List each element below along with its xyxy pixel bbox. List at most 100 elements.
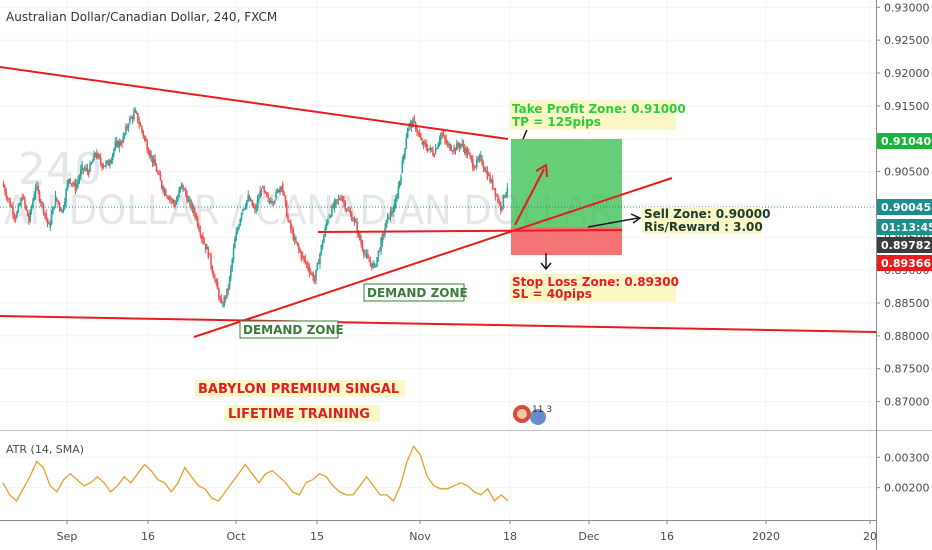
candle-body: [406, 128, 409, 139]
candle-body: [226, 288, 228, 298]
candle-body: [363, 249, 365, 255]
candle-body: [441, 133, 444, 136]
candle-body: [74, 182, 77, 191]
candle-body: [208, 253, 211, 256]
candle-body: [288, 220, 291, 222]
event-badge[interactable]: 11 3: [513, 405, 552, 425]
demand-zone-box-1[interactable]: [239, 320, 339, 339]
demand-zone-box-2[interactable]: [363, 283, 465, 302]
candle-body: [133, 112, 135, 120]
candle-body: [26, 209, 29, 217]
grid: [0, 0, 876, 520]
candle-body: [505, 193, 507, 198]
atr-series: [2, 445, 509, 503]
candle-body: [478, 156, 481, 160]
candle-body: [369, 261, 372, 264]
candle-body: [368, 260, 370, 262]
candle-body: [328, 216, 331, 218]
candle-body: [83, 169, 86, 171]
candle-body: [430, 147, 433, 151]
price-tag: [877, 255, 932, 271]
candle-body: [366, 253, 369, 258]
candle-body: [113, 149, 115, 154]
candle-body: [456, 143, 458, 151]
time-tick-label: 18: [503, 530, 517, 543]
promo-box-1: [195, 380, 405, 397]
candle-body: [155, 166, 158, 172]
candle-body: [285, 202, 288, 217]
candle-body: [474, 166, 477, 168]
candle-body: [319, 253, 321, 265]
candle-body: [21, 198, 24, 200]
candle-body: [91, 160, 94, 163]
time-tick-label: 15: [310, 530, 324, 543]
candle-body: [214, 277, 216, 280]
candle-body: [119, 141, 122, 145]
time-tick-label: 16: [660, 530, 674, 543]
candle-body: [178, 190, 180, 197]
demand-zone-label-1: DEMAND ZONE: [243, 323, 344, 337]
candle-body: [109, 162, 111, 164]
candle-body: [243, 208, 246, 210]
candle-body: [490, 179, 493, 183]
candle-body: [301, 255, 304, 257]
price-tag: [877, 199, 932, 215]
candle-body: [397, 186, 400, 197]
candle-body: [313, 279, 316, 281]
candle-body: [252, 205, 255, 208]
candle-body: [422, 141, 425, 145]
candle-body: [493, 188, 495, 190]
atr-axis[interactable]: 0.00300 0.00200: [876, 451, 930, 495]
time-axis[interactable]: Sep 16 Oct 15 Nov 18 Dec 16 2020 20: [57, 520, 877, 543]
candle-body: [60, 207, 62, 212]
candle-body: [38, 191, 41, 201]
stop-loss-zone[interactable]: [511, 227, 622, 255]
candle-body: [440, 133, 442, 140]
candle-body: [125, 126, 127, 134]
sell-level-line[interactable]: [317, 229, 623, 233]
candle-body: [432, 150, 434, 155]
candle-body: [289, 221, 292, 229]
candle-body: [42, 204, 45, 213]
candle-body: [482, 164, 485, 169]
candle-body: [143, 136, 146, 139]
candle-body: [37, 186, 40, 192]
candle-body: [348, 211, 350, 212]
candle-body: [501, 206, 503, 208]
candle-body: [457, 143, 459, 146]
candle-body: [118, 141, 121, 148]
candle-body: [216, 281, 219, 290]
candle-body: [171, 199, 174, 201]
candle-body: [85, 168, 87, 170]
candle-body: [323, 235, 325, 243]
candle-body: [111, 153, 114, 161]
candle-body: [405, 138, 408, 149]
candle-body: [417, 132, 420, 134]
price-tick-label: 0.87500: [884, 363, 930, 376]
candle-body: [49, 224, 51, 228]
upper-trendline[interactable]: [0, 66, 509, 140]
candle-body: [48, 223, 50, 225]
time-tick-label: Sep: [57, 530, 78, 543]
candle-body: [198, 226, 200, 231]
candle-body: [433, 154, 436, 157]
candle-body: [269, 200, 272, 204]
candle-body: [293, 237, 296, 240]
candle-body: [14, 217, 17, 221]
candle-body: [445, 139, 448, 144]
candle-body: [300, 252, 303, 259]
sell-label-box: [642, 207, 762, 234]
candle-body: [78, 176, 81, 181]
candle-body: [370, 263, 373, 268]
candle-body: [499, 202, 502, 211]
candle-body: [10, 206, 13, 208]
candle-body: [418, 133, 421, 137]
candle-body: [5, 192, 8, 198]
candle-body: [32, 200, 34, 207]
candle-body: [416, 129, 418, 133]
candle-body: [207, 247, 210, 258]
candle-body: [420, 136, 422, 140]
lower-support-line[interactable]: [0, 315, 877, 333]
ascending-trendline[interactable]: [193, 177, 673, 338]
